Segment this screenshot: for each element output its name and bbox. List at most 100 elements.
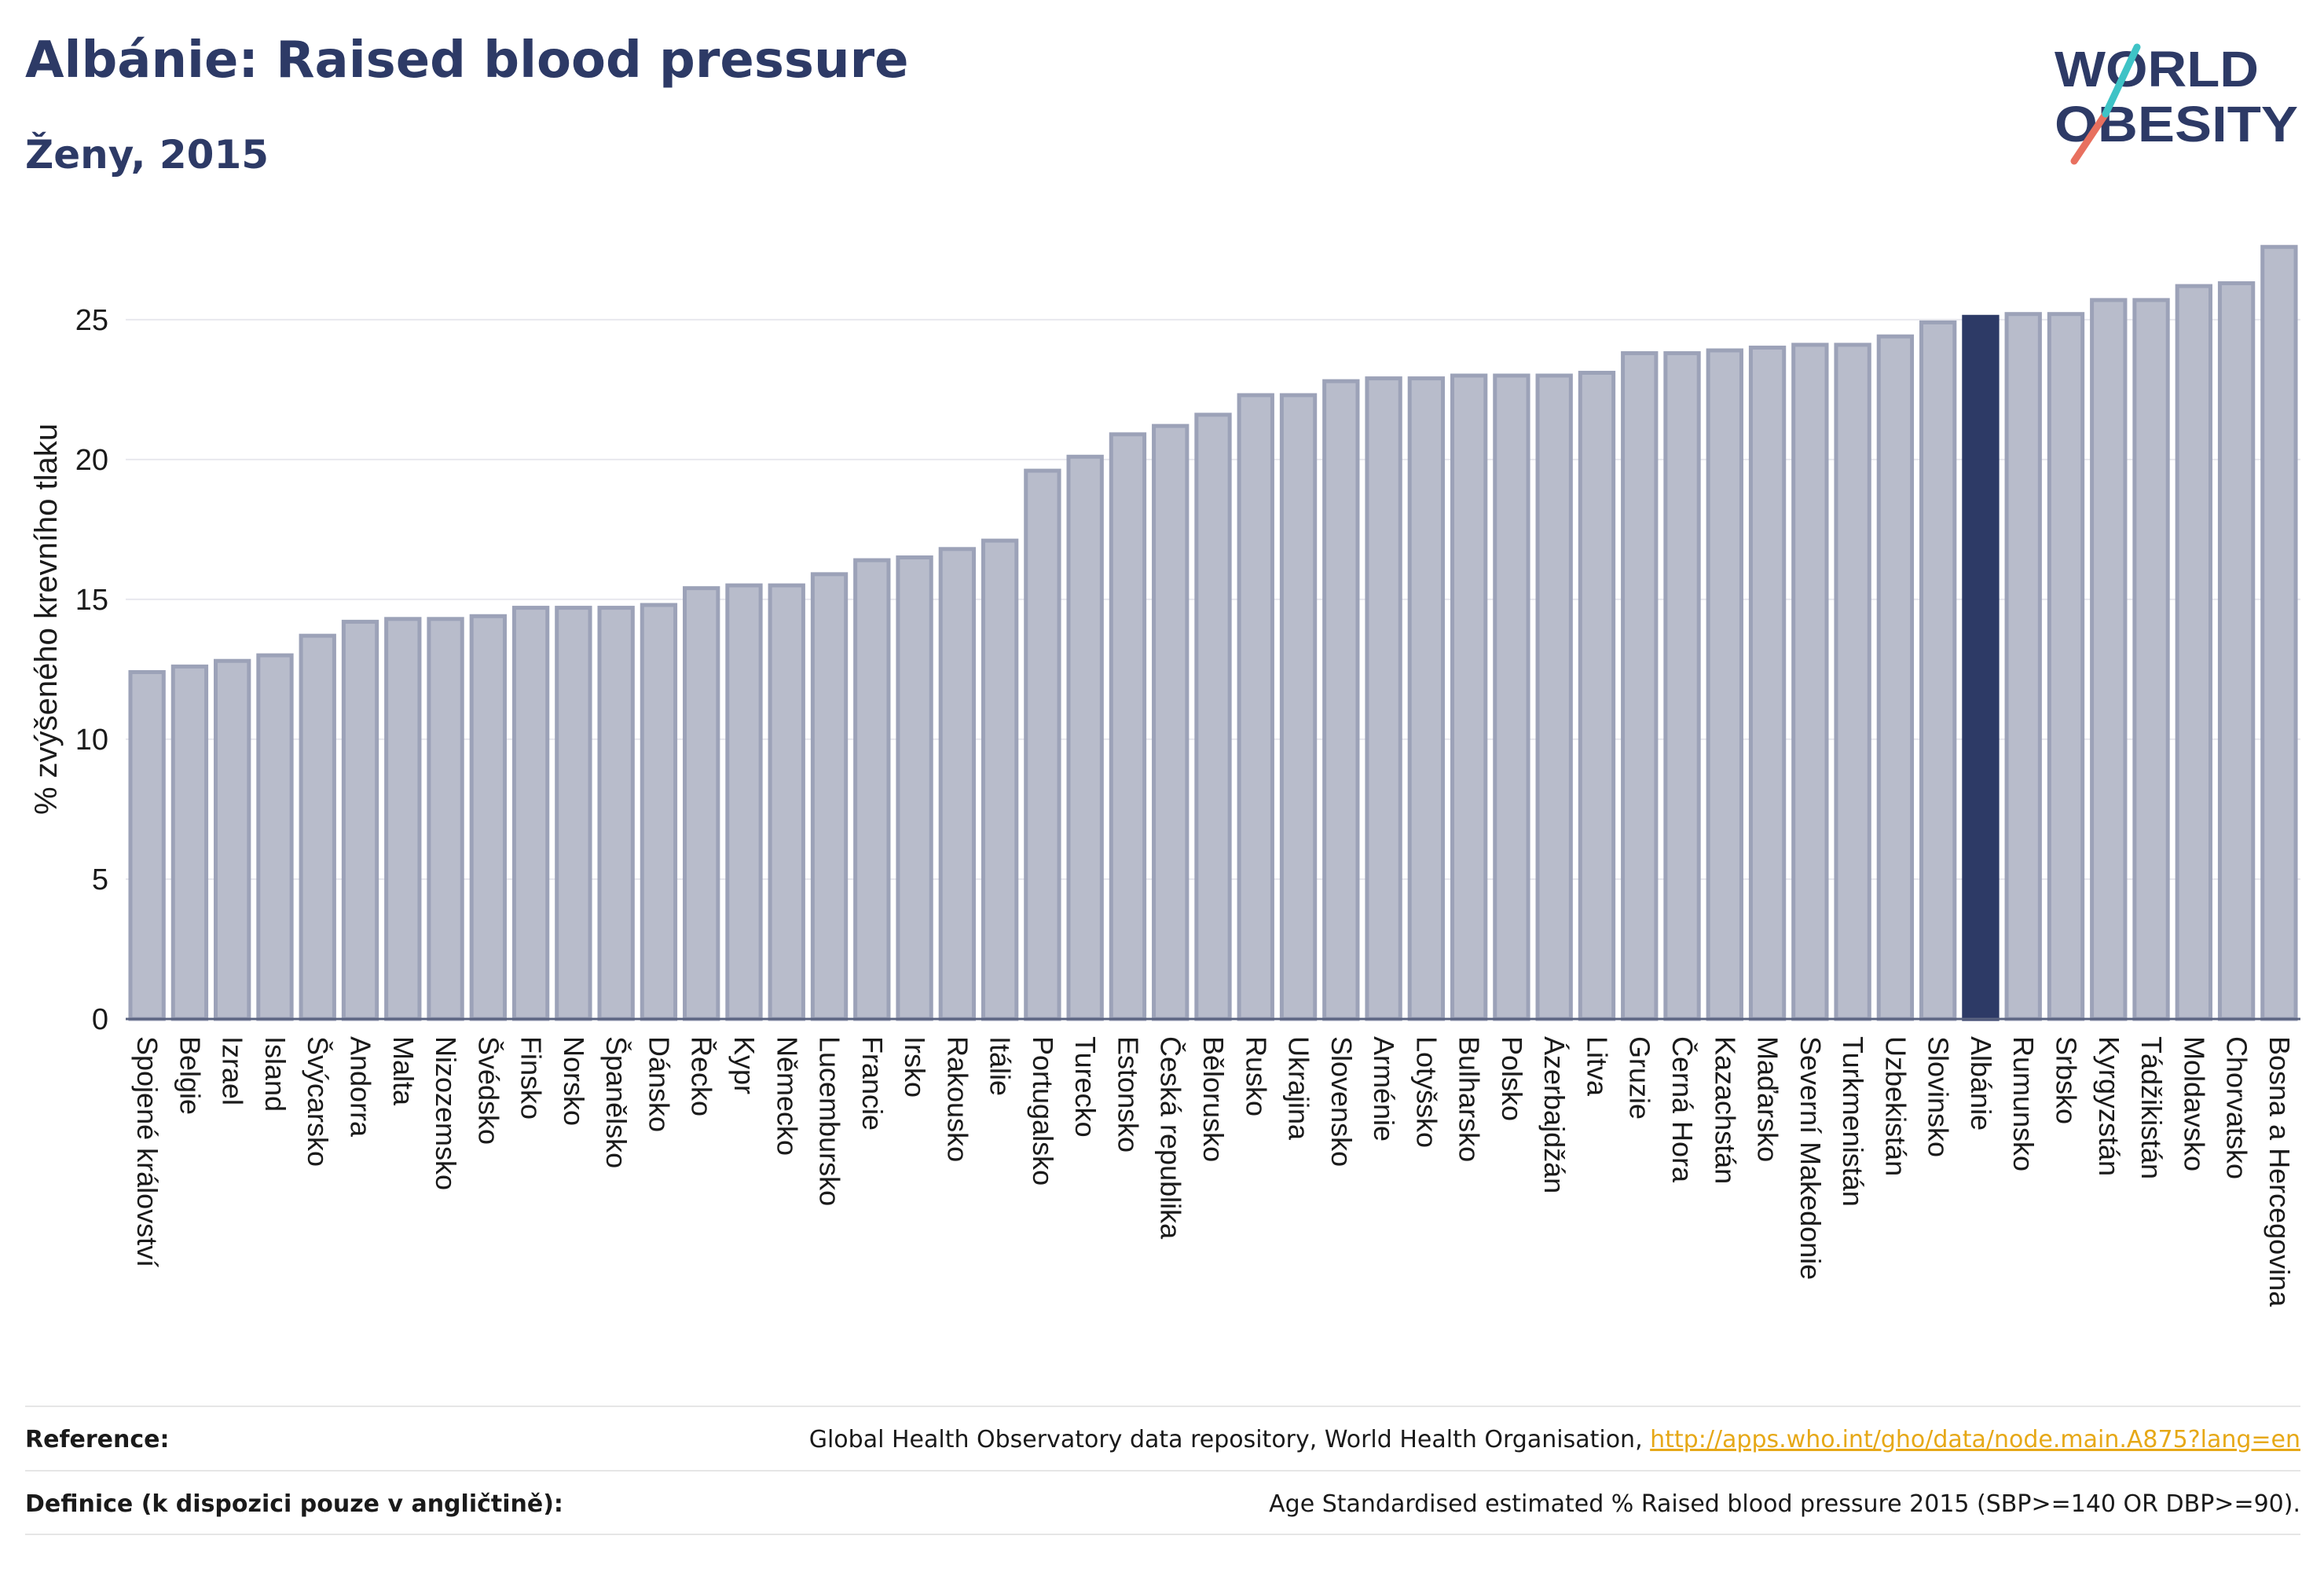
x-tick-label: Kypr <box>728 1036 761 1094</box>
bar <box>1237 393 1274 1021</box>
x-tick-label: Andorra <box>345 1036 377 1138</box>
svg-text:WORLD: WORLD <box>2055 41 2259 97</box>
bars <box>128 244 2298 1021</box>
x-tick-label: Irsko <box>899 1036 931 1098</box>
y-tick-label: 0 <box>92 1003 108 1036</box>
x-tick-label: Arménie <box>1368 1036 1400 1142</box>
x-tick-label: Rumunsko <box>2007 1036 2040 1171</box>
bar <box>597 606 635 1021</box>
x-tick-label: Ukrajina <box>1283 1036 1315 1141</box>
x-tick-label: Španělsko <box>600 1036 632 1168</box>
x-tick-label: Francie <box>856 1036 889 1131</box>
bar <box>810 572 849 1021</box>
bar <box>1578 370 1616 1021</box>
x-tick-label: Lotyšsko <box>1410 1036 1442 1148</box>
x-tick-label: Portugalsko <box>1027 1036 1059 1186</box>
x-tick-label: Turkmenistán <box>1837 1036 1869 1207</box>
x-tick-label: Lucembursko <box>814 1036 846 1206</box>
x-tick-label: Nizozemsko <box>430 1036 462 1190</box>
x-tick-label: Estonsko <box>1112 1036 1144 1153</box>
x-tick-label: Bosna a Hercegovina <box>2264 1036 2296 1307</box>
x-tick-label: Švýcarsko <box>302 1036 334 1167</box>
bar <box>384 617 422 1021</box>
bar <box>1152 423 1189 1021</box>
reference-text: Global Health Observatory data repositor… <box>808 1425 1651 1453</box>
y-tick-label: 15 <box>75 584 108 617</box>
bar <box>256 653 294 1021</box>
bar <box>725 583 763 1021</box>
x-tick-label: Litva <box>1581 1036 1613 1097</box>
x-tick-label: Albánie <box>1965 1036 1997 1131</box>
footer-definition: Definice (k dispozici pouze v angličtině… <box>25 1470 2300 1536</box>
definition-label: Definice (k dispozici pouze v angličtině… <box>25 1490 563 1518</box>
y-tick-label: 10 <box>75 724 108 757</box>
x-tick-label: Polsko <box>1496 1036 1528 1121</box>
bar <box>1109 432 1147 1021</box>
x-tick-label: Černá Hora <box>1666 1036 1699 1183</box>
bar <box>1407 376 1446 1021</box>
x-tick-label: Spojené království <box>131 1036 163 1267</box>
x-tick-label: Dánsko <box>643 1036 675 1132</box>
bar <box>555 606 592 1021</box>
x-tick-label: Kyrgyzstán <box>2093 1036 2125 1176</box>
x-tick-label: Moldavsko <box>2178 1036 2210 1171</box>
page-title: Albánie: Raised blood pressure <box>25 31 909 90</box>
bar <box>170 664 209 1021</box>
x-tick-label: Švédsko <box>472 1036 504 1145</box>
reference-link[interactable]: http://apps.who.int/gho/data/node.main.A… <box>1650 1425 2300 1453</box>
bar <box>1365 376 1402 1021</box>
bar <box>896 555 933 1021</box>
bar <box>128 669 166 1021</box>
bar <box>2217 281 2256 1021</box>
bar <box>640 603 678 1021</box>
x-tick-label: Chorvatsko <box>2221 1036 2253 1179</box>
bar <box>2090 298 2128 1021</box>
bar <box>1706 348 1743 1021</box>
x-tick-label: Malta <box>387 1036 420 1106</box>
x-tick-label: Norsko <box>558 1036 590 1126</box>
bar <box>1493 373 1530 1021</box>
y-tick-label: 5 <box>92 863 108 896</box>
x-tick-label: Bělorusko <box>1197 1036 1230 1162</box>
x-tick-label: Rusko <box>1240 1036 1272 1116</box>
bar <box>427 617 464 1021</box>
x-tick-label: Česká republika <box>1155 1036 1187 1240</box>
x-tick-label: Turecko <box>1069 1036 1102 1138</box>
bar <box>511 606 550 1021</box>
x-tick-label: Rakousko <box>941 1036 973 1162</box>
bar <box>1834 343 1871 1021</box>
bar <box>1322 379 1360 1021</box>
x-tick-label: Srbsko <box>2050 1036 2082 1124</box>
bar <box>1024 468 1061 1021</box>
bar <box>214 658 251 1021</box>
bar <box>341 619 379 1021</box>
x-tick-label: Maďarsko <box>1752 1036 1784 1162</box>
reference-label: Reference: <box>25 1425 170 1453</box>
y-tick-label: 20 <box>75 444 108 477</box>
y-axis-label: % zvýšeného krevního tlaku <box>29 423 64 815</box>
definition-text: Age Standardised estimated % Raised bloo… <box>1269 1490 2300 1518</box>
x-tick-label: Island <box>259 1036 291 1112</box>
bar <box>2047 312 2085 1021</box>
bar <box>1663 351 1701 1021</box>
footer-reference: Reference: Global Health Observatory dat… <box>25 1406 2300 1472</box>
world-obesity-logo: WORLD OBESITY <box>2055 41 2298 165</box>
x-tick-label: Tádžikistán <box>2135 1036 2168 1179</box>
y-tick-label: 25 <box>75 304 108 337</box>
bar <box>2132 298 2170 1021</box>
bar <box>1450 373 1488 1021</box>
axes: 0 5 10 15 20 25 Spojené království Belgie Izrael… <box>75 304 2300 1307</box>
bar <box>981 538 1019 1021</box>
footer-divider <box>25 1534 2300 1535</box>
bar <box>1748 345 1787 1021</box>
bar <box>853 558 891 1021</box>
bar <box>1194 412 1232 1021</box>
bar <box>1876 334 1915 1021</box>
reference-value: Global Health Observatory data repositor… <box>809 1426 2300 1453</box>
bar <box>768 583 805 1021</box>
bar <box>2175 284 2212 1021</box>
bar <box>683 586 720 1021</box>
x-tick-label: Belgie <box>174 1036 206 1115</box>
bar-highlight <box>1962 314 2000 1021</box>
x-tick-label: Itálie <box>984 1036 1017 1096</box>
